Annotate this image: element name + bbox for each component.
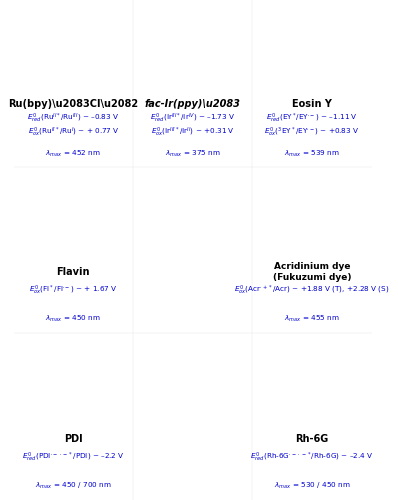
Text: $E^0_{ox}$(Ir$^{III*}$/Ir$^{II}$) ~ +0.31 V: $E^0_{ox}$(Ir$^{III*}$/Ir$^{II}$) ~ +0.3… xyxy=(151,126,234,139)
Text: Acridinium dye
(Fukuzumi dye): Acridinium dye (Fukuzumi dye) xyxy=(273,262,351,282)
Text: fac-Ir(ppy)\u2083: fac-Ir(ppy)\u2083 xyxy=(145,98,241,108)
Text: $\lambda_{max}$ = 455 nm: $\lambda_{max}$ = 455 nm xyxy=(284,314,340,324)
Text: $\lambda_{max}$ = 450 nm: $\lambda_{max}$ = 450 nm xyxy=(45,314,101,324)
Text: $\lambda_{max}$ = 452 nm: $\lambda_{max}$ = 452 nm xyxy=(45,148,101,159)
Text: PDI: PDI xyxy=(64,434,83,444)
Text: Rh-6G: Rh-6G xyxy=(295,434,329,444)
Text: $E^0_{ox}$($^3$EY$^*$/EY$^{\cdot-}$) ~ +0.83 V: $E^0_{ox}$($^3$EY$^*$/EY$^{\cdot-}$) ~ +… xyxy=(264,126,360,139)
Text: $E^0_{red}$(PDI$^{\cdot-\cdot-*}$/PDI) ~ –2.2 V: $E^0_{red}$(PDI$^{\cdot-\cdot-*}$/PDI) ~… xyxy=(22,450,125,464)
Text: $E^0_{ox}$(Acr$^{\cdot+*}$/Acr) ~ +1.88 V (T), +2.28 V (S): $E^0_{ox}$(Acr$^{\cdot+*}$/Acr) ~ +1.88 … xyxy=(234,284,390,297)
Text: $E^0_{ox}$(Fl$^*$/Fl$^{\cdot-}$) ~ + 1.67 V: $E^0_{ox}$(Fl$^*$/Fl$^{\cdot-}$) ~ + 1.6… xyxy=(29,284,118,297)
Text: Ru(bpy)\u2083Cl\u2082: Ru(bpy)\u2083Cl\u2082 xyxy=(8,98,139,108)
Text: $E^0_{red}$(Rh-6G$^{\cdot-\cdot-*}$/Rh-6G) ~ –2.4 V: $E^0_{red}$(Rh-6G$^{\cdot-\cdot-*}$/Rh-6… xyxy=(250,450,374,464)
Text: $E^0_{red}$(EY$^*$/EY$^{\cdot-}$) ~ –1.11 V: $E^0_{red}$(EY$^*$/EY$^{\cdot-}$) ~ –1.1… xyxy=(266,112,358,124)
Text: $E^0_{red}$(Ru$^{II*}$/Ru$^{III}$) ~ –0.83 V: $E^0_{red}$(Ru$^{II*}$/Ru$^{III}$) ~ –0.… xyxy=(27,112,119,124)
Text: $\lambda_{max}$ = 530 / 450 nm: $\lambda_{max}$ = 530 / 450 nm xyxy=(274,480,350,491)
Text: $E^0_{ox}$(Ru$^{II*}$/Ru$^{I}$) ~ + 0.77 V: $E^0_{ox}$(Ru$^{II*}$/Ru$^{I}$) ~ + 0.77… xyxy=(27,126,119,139)
Text: $\lambda_{max}$ = 450 / 700 nm: $\lambda_{max}$ = 450 / 700 nm xyxy=(35,480,111,491)
Text: $E^0_{red}$(Ir$^{III*}$/Ir$^{IV}$) ~ –1.73 V: $E^0_{red}$(Ir$^{III*}$/Ir$^{IV}$) ~ –1.… xyxy=(150,112,235,124)
Text: $\lambda_{max}$ = 539 nm: $\lambda_{max}$ = 539 nm xyxy=(284,148,340,159)
Text: Flavin: Flavin xyxy=(57,268,90,278)
Text: $\lambda_{max}$ = 375 nm: $\lambda_{max}$ = 375 nm xyxy=(165,148,220,159)
Text: Eosin Y: Eosin Y xyxy=(292,98,332,108)
